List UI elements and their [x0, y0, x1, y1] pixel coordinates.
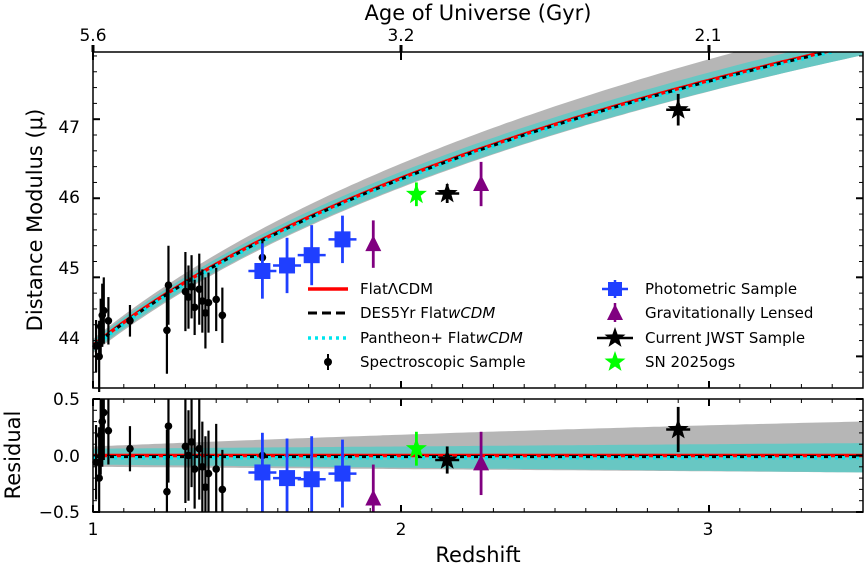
residual-point-spectroscopic-sample [201, 483, 210, 491]
point-spectroscopic-sample [187, 283, 196, 291]
top-axis-label: Age of Universe (Gyr) [365, 1, 592, 25]
legend: FlatΛCDM DES5Yr FlatwCDM Pantheon+ Flatw… [308, 280, 813, 371]
residual-y-tick-label: −0.5 [39, 503, 80, 523]
x-tick-label: 2 [396, 520, 407, 540]
main-y-axis-label: Distance Modulus (μ) [23, 109, 47, 332]
residual-point-gravitationally-lensed [365, 489, 382, 506]
legend-label-pantheon: Pantheon+ FlatwCDM [360, 329, 523, 347]
x-tick-label: 3 [703, 520, 714, 540]
residual-point-spectroscopic-sample [195, 444, 204, 453]
point-spectroscopic-sample [204, 298, 213, 307]
legend-swatch-photometric [608, 282, 622, 296]
residual-point-spectroscopic-sample [98, 417, 107, 426]
residual-y-tick-label: 0.0 [53, 447, 80, 467]
legend-swatch-lensed [607, 304, 623, 320]
residual-point-spectroscopic-sample [198, 463, 207, 471]
point-spectroscopic-sample [190, 303, 199, 312]
residual-point-photometric-sample [279, 470, 296, 487]
residual-point-spectroscopic-sample [95, 474, 103, 482]
residual-point-current-jwst-sample [667, 418, 689, 439]
residual-point-spectroscopic-sample [218, 485, 227, 494]
axis-ticks [91, 45, 863, 513]
residual-point-spectroscopic-sample [164, 422, 173, 430]
residual-point-spectroscopic-sample [181, 442, 190, 451]
residual-point-spectroscopic-sample [184, 451, 193, 460]
point-spectroscopic-sample [163, 326, 171, 335]
point-spectroscopic-sample [99, 306, 108, 315]
point-spectroscopic-sample [218, 311, 227, 320]
legend-label-spectroscopic: Spectroscopic Sample [360, 353, 526, 371]
point-spectroscopic-sample [201, 309, 210, 317]
legend-label-des5yr-text: DES5Yr Flat [360, 304, 448, 322]
residual-point-spectroscopic-sample [99, 408, 108, 417]
residual-point-spectroscopic-sample [163, 487, 171, 496]
main-model-curves [93, 52, 840, 349]
point-current-jwst-sample [667, 98, 689, 119]
main-panel-frame [92, 51, 864, 389]
main-y-tick-label: 44 [58, 329, 80, 349]
point-spectroscopic-sample [126, 317, 134, 325]
legend-label-pantheon-text: Pantheon+ Flat [360, 329, 476, 347]
top-tick-label: 5.6 [79, 26, 106, 46]
main-y-tick-label: 47 [58, 118, 80, 138]
residual-point-photometric-sample [254, 464, 271, 481]
top-tick-label: 2.1 [694, 26, 721, 46]
main-y-tick-label: 45 [58, 259, 80, 279]
point-photometric-sample [279, 257, 296, 274]
legend-swatch-sn2025ogs [604, 351, 626, 371]
legend-swatch-jwst [604, 327, 626, 347]
point-photometric-sample [303, 247, 320, 264]
main-y-tick-label: 46 [58, 188, 80, 208]
residual-point-gravitationally-lensed [473, 454, 490, 471]
residual-point-spectroscopic-sample [187, 438, 196, 446]
legend-label-flat-lcdm: FlatΛCDM [360, 280, 433, 298]
legend-label-sn2025ogs: SN 2025ogs [645, 353, 735, 371]
residual-point-sn-2025ogs [405, 437, 427, 458]
residual-point-spectroscopic-sample [212, 465, 220, 473]
x-tick-label: 1 [88, 520, 99, 540]
point-gravitationally-lensed [365, 235, 382, 252]
point-spectroscopic-sample [198, 297, 207, 305]
point-photometric-sample [334, 231, 351, 248]
point-spectroscopic-sample [181, 287, 190, 296]
point-photometric-sample [254, 262, 271, 279]
point-gravitationally-lensed [473, 175, 490, 192]
legend-label-des5yr-italic: wCDM [448, 304, 495, 322]
legend-label-jwst: Current JWST Sample [645, 329, 805, 347]
top-tick-label: 3.2 [387, 26, 414, 46]
point-spectroscopic-sample [212, 295, 220, 304]
residual-point-spectroscopic-sample [104, 426, 113, 435]
point-spectroscopic-sample [92, 342, 100, 350]
residual-y-tick-label: 0.5 [53, 390, 80, 410]
point-spectroscopic-sample [104, 317, 113, 325]
legend-label-pantheon-italic: wCDM [476, 329, 523, 347]
residual-point-current-jwst-sample [436, 449, 458, 469]
point-sn-2025ogs [405, 183, 427, 204]
residual-point-photometric-sample [303, 471, 320, 488]
legend-label-des5yr: DES5Yr FlatwCDM [360, 304, 495, 322]
main-data-points [92, 93, 691, 392]
residual-point-photometric-sample [334, 465, 351, 482]
residual-point-spectroscopic-sample [126, 444, 134, 453]
point-spectroscopic-sample [164, 281, 173, 290]
point-spectroscopic-sample [195, 285, 204, 293]
residual-data-points [92, 399, 691, 512]
residual-y-axis-label: Residual [1, 411, 25, 500]
legend-label-photometric: Photometric Sample [645, 280, 797, 298]
point-current-jwst-sample [436, 182, 458, 203]
residual-point-spectroscopic-sample [204, 469, 213, 478]
x-axis-label: Redshift [435, 543, 520, 567]
point-spectroscopic-sample [184, 293, 193, 301]
residual-point-spectroscopic-sample [190, 465, 199, 473]
residual-point-spectroscopic-sample [92, 458, 100, 467]
curve-pantheon-wcdm [93, 52, 840, 349]
legend-label-lensed: Gravitationally Lensed [645, 304, 813, 322]
